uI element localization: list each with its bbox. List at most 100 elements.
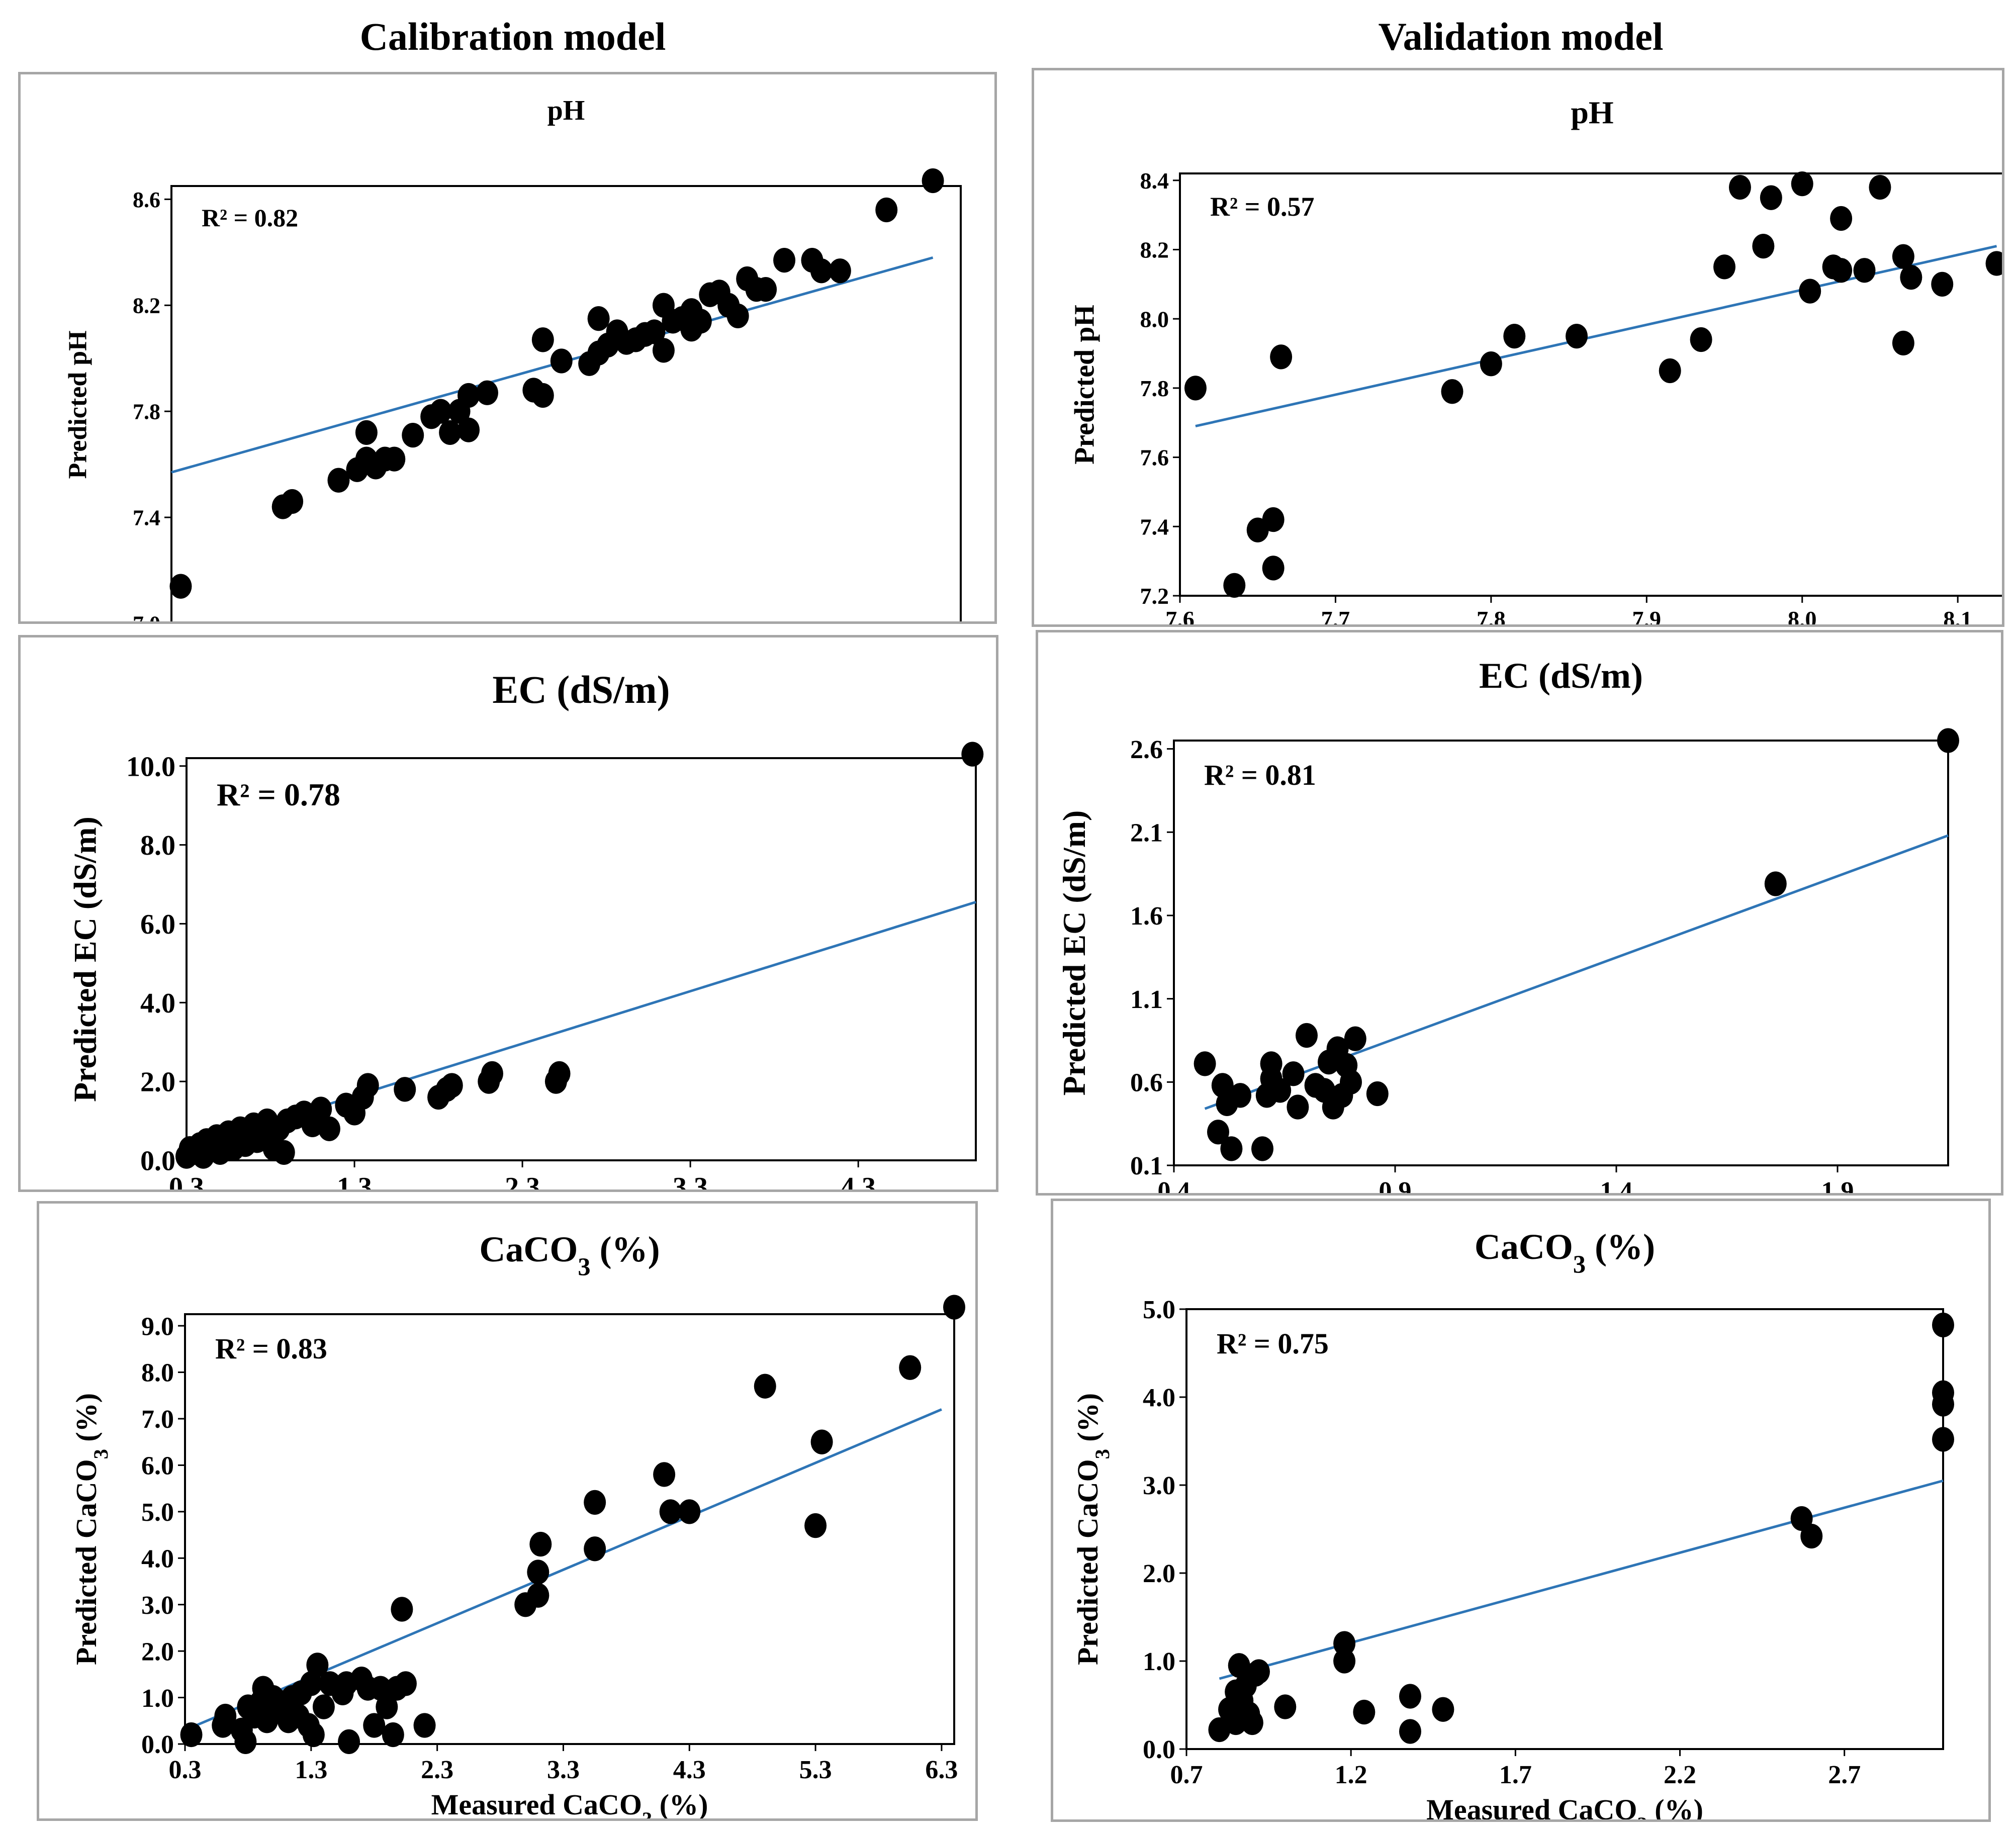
data-point bbox=[429, 399, 452, 424]
y-tick-label: 2.6 bbox=[1130, 736, 1163, 764]
chart-panel-cal-caco3: CaCO3 (%) 0.3 1.3 2.3 3.3 4.3 5.3 6.3 0.0 1.0 2.0 3… bbox=[37, 1201, 978, 1821]
y-tick-label: 5.0 bbox=[141, 1498, 174, 1527]
data-point bbox=[1659, 358, 1681, 384]
data-point bbox=[1932, 1312, 1954, 1338]
r-squared-label: R² = 0.78 bbox=[217, 777, 340, 812]
x-tick-label: 4.3 bbox=[841, 1172, 876, 1189]
data-point bbox=[1260, 1051, 1282, 1076]
data-point bbox=[1503, 323, 1526, 349]
y-tick-label: 1.0 bbox=[141, 1684, 174, 1713]
data-point bbox=[1853, 258, 1876, 283]
chart-svg-cal-ec: EC (dS/m) 0.3 1.3 2.3 3.3 4.3 0.0 2.0 4.0 6.0 8.0 1… bbox=[67, 668, 984, 1189]
y-tick-label: 2.0 bbox=[140, 1067, 175, 1098]
data-point bbox=[457, 383, 480, 408]
r-squared-label: R² = 0.81 bbox=[1204, 759, 1316, 791]
trendline bbox=[1195, 245, 1997, 428]
chart-title: pH bbox=[1571, 95, 1613, 130]
y-tick-label: 1.6 bbox=[1130, 902, 1163, 931]
y-tick-label: 8.4 bbox=[1140, 168, 1169, 194]
data-point bbox=[1566, 323, 1588, 349]
data-point bbox=[943, 1295, 965, 1320]
data-point bbox=[394, 1077, 416, 1102]
data-point bbox=[476, 380, 498, 405]
data-point bbox=[169, 574, 192, 599]
y-tick-label: 6.0 bbox=[140, 909, 175, 940]
y-tick-label: 5.0 bbox=[1143, 1296, 1175, 1324]
data-point bbox=[439, 420, 462, 445]
y-tick-label: 6.0 bbox=[141, 1452, 174, 1481]
data-point bbox=[1344, 1026, 1366, 1051]
x-tick-label: 6.3 bbox=[925, 1756, 958, 1784]
data-point bbox=[1869, 174, 1891, 200]
data-point bbox=[1713, 254, 1736, 280]
data-point bbox=[440, 1073, 463, 1098]
x-tick-label: 1.3 bbox=[337, 1172, 372, 1189]
y-tick-label: 1.0 bbox=[1143, 1647, 1175, 1676]
data-point bbox=[804, 1513, 827, 1538]
chart-panel-cal-ec: EC (dS/m) 0.3 1.3 2.3 3.3 4.3 0.0 2.0 4.0 6.0 8.0 1… bbox=[18, 635, 998, 1192]
data-point bbox=[587, 306, 610, 331]
x-tick-label: 0.3 bbox=[169, 1172, 204, 1189]
y-tick-label: 8.0 bbox=[141, 1359, 174, 1388]
data-point bbox=[1262, 556, 1285, 581]
chart-panel-val-caco3: CaCO3 (%) 0.7 1.2 1.7 2.2 2.7 0.0 1.0 2.0 3.0 4.0 5… bbox=[1051, 1199, 1991, 1822]
y-tick-label: 4.0 bbox=[1143, 1384, 1175, 1412]
data-point bbox=[527, 1583, 549, 1608]
y-tick-label: 2.0 bbox=[141, 1637, 174, 1666]
r-squared-label: R² = 0.57 bbox=[1210, 192, 1314, 222]
x-tick-label: 0.9 bbox=[1379, 1177, 1412, 1193]
data-point bbox=[376, 1694, 398, 1719]
chart-svg-cal-caco3: CaCO3 (%) 0.3 1.3 2.3 3.3 4.3 5.3 6.3 0.0 1.0 2.0 3… bbox=[70, 1229, 965, 1818]
data-point bbox=[527, 1560, 549, 1585]
data-point bbox=[1900, 264, 1922, 290]
data-point bbox=[391, 1597, 413, 1622]
data-point bbox=[312, 1694, 335, 1719]
plot-area bbox=[1185, 1308, 1944, 1750]
chart-title: pH bbox=[547, 95, 585, 126]
data-point bbox=[1282, 1061, 1305, 1086]
data-point bbox=[481, 1061, 503, 1086]
y-tick-label: 2.0 bbox=[1143, 1560, 1175, 1588]
data-point bbox=[1262, 507, 1285, 532]
data-point bbox=[1333, 1648, 1356, 1674]
data-point bbox=[1353, 1699, 1376, 1725]
y-tick-label: 3.0 bbox=[1143, 1472, 1175, 1500]
data-point bbox=[1799, 279, 1821, 304]
x-tick-label: 0.3 bbox=[169, 1756, 202, 1784]
y-tick-label: 9.0 bbox=[141, 1312, 174, 1341]
data-point bbox=[754, 1373, 776, 1399]
data-point bbox=[1932, 1392, 1954, 1417]
data-point bbox=[363, 1713, 386, 1738]
r-squared-label: R² = 0.82 bbox=[202, 204, 298, 232]
data-point bbox=[584, 1490, 606, 1515]
x-tick-label: 7.9 bbox=[1632, 606, 1662, 624]
x-tick-label: 1.3 bbox=[295, 1756, 327, 1784]
data-point bbox=[383, 446, 406, 472]
data-point bbox=[1790, 1506, 1813, 1531]
data-point bbox=[1432, 1697, 1454, 1722]
y-axis-label: Predicted EC (dS/m) bbox=[1056, 810, 1092, 1096]
data-point bbox=[1207, 1120, 1229, 1145]
x-tick-label: 7.8 bbox=[1477, 606, 1506, 624]
data-point bbox=[1270, 344, 1293, 370]
chart-title: EC (dS/m) bbox=[1479, 656, 1643, 696]
data-point bbox=[281, 489, 304, 514]
x-tick-label: 0.4 bbox=[1158, 1177, 1190, 1193]
data-point bbox=[875, 197, 898, 223]
data-point bbox=[1937, 728, 1959, 753]
x-tick-label: 1.9 bbox=[1821, 1177, 1854, 1193]
calibration-heading: Calibration model bbox=[359, 15, 666, 58]
data-point bbox=[327, 468, 350, 493]
y-tick-label: 0.1 bbox=[1130, 1152, 1163, 1180]
plot-area bbox=[1179, 172, 2002, 597]
data-point bbox=[773, 247, 796, 273]
x-tick-label: 8.1 bbox=[1943, 606, 1972, 624]
data-point bbox=[1892, 244, 1914, 269]
x-tick-label: 2.3 bbox=[505, 1172, 540, 1189]
y-tick-label: 7.6 bbox=[1140, 445, 1169, 471]
x-tick-label: 1.4 bbox=[1600, 1177, 1633, 1193]
chart-title: EC (dS/m) bbox=[492, 668, 670, 711]
data-point bbox=[356, 1073, 379, 1098]
chart-panel-val-ec: EC (dS/m)0.40.91.41.90.10.61.11.62.12.6M… bbox=[1036, 630, 2003, 1196]
y-tick-label: 4.0 bbox=[140, 988, 175, 1019]
